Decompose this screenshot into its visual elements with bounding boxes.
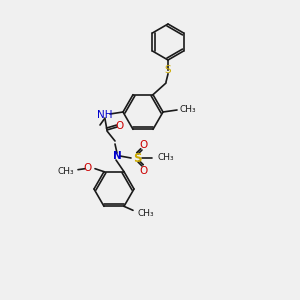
Text: S: S — [133, 152, 141, 164]
Text: O: O — [139, 140, 147, 150]
Text: O: O — [139, 166, 147, 176]
Text: O: O — [83, 163, 91, 173]
Text: NH: NH — [97, 110, 113, 120]
Text: CH₃: CH₃ — [137, 209, 154, 218]
Text: CH₃: CH₃ — [180, 106, 196, 115]
Text: O: O — [116, 121, 124, 131]
Text: CH₃: CH₃ — [57, 167, 74, 176]
Text: CH₃: CH₃ — [157, 154, 174, 163]
Text: S: S — [165, 65, 171, 75]
Text: N: N — [112, 151, 122, 161]
